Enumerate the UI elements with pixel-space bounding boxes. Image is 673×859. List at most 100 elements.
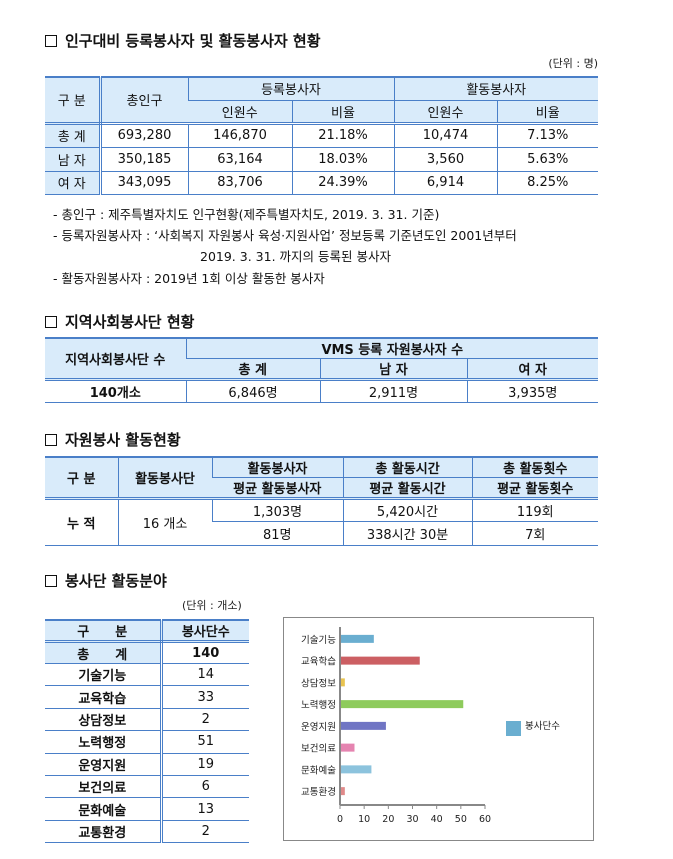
cell: 18.03% <box>291 147 394 172</box>
title-text: 봉사단 활동분야 <box>65 572 167 590</box>
table-row: 보건의료 6 <box>45 775 249 799</box>
table-row: 교육학습 33 <box>45 685 249 709</box>
row-label: 총 계 <box>45 641 163 664</box>
section-title-population: 인구대비 등록봉사자 및 활동봉사자 현황 <box>45 30 321 51</box>
table-row: 기술기능 14 <box>45 663 249 687</box>
category-label: 문화예술 <box>301 765 336 776</box>
table-row-total: 총 계 140 <box>45 641 249 664</box>
note: - 총인구 : 제주특별자치도 인구현황(제주특별자치도, 2019. 3. 3… <box>53 207 440 222</box>
header-volunteers: 활동봉사자 <box>211 456 343 478</box>
section-title-activity: 자원봉사 활동현황 <box>45 429 181 450</box>
row-label: 교육학습 <box>45 685 163 709</box>
bar-교통환경 <box>340 787 345 796</box>
row-label: 보건의료 <box>45 775 163 799</box>
checkbox-square-icon <box>45 433 57 446</box>
cell: 51 <box>160 730 249 754</box>
header-count: 인원수 <box>393 100 497 125</box>
cell: 3,560 <box>393 147 497 172</box>
cell: 7회 <box>471 521 598 546</box>
checkbox-square-icon <box>45 574 57 587</box>
header-gubun: 구 분 <box>45 76 102 125</box>
cell: 83,706 <box>187 171 292 195</box>
cell: 6 <box>160 775 249 799</box>
table-row: 교통환경 2 <box>45 820 249 844</box>
bar-상담정보 <box>340 678 345 687</box>
row-label: 누 적 <box>45 498 118 546</box>
header-hours: 총 활동시간 <box>342 456 472 478</box>
cell: 63,164 <box>187 147 292 172</box>
title-text: 자원봉사 활동현황 <box>65 431 181 449</box>
bar-교육학습 <box>340 656 420 665</box>
unit-label: (단위 : 개소) <box>182 599 242 612</box>
category-label: 기술기능 <box>301 635 336 646</box>
table-row: 운영지원 19 <box>45 753 249 776</box>
header-avg-times: 평균 활동횟수 <box>471 477 598 500</box>
table-row: 누 적 16 개소 1,303명 5,420시간 119회 <box>45 498 598 546</box>
cell: 338시간 30분 <box>342 521 472 546</box>
table-row: 140개소 6,846명 2,911명 3,935명 <box>45 379 598 403</box>
cell: 10,474 <box>393 123 497 148</box>
table-row: 남 자 350,185 63,164 18.03% 3,560 5.63% <box>45 147 598 172</box>
header-vms: VMS 등록 자원봉사자 수 <box>185 337 598 359</box>
section-title-community: 지역사회봉사단 현황 <box>45 311 194 332</box>
cell: 21.18% <box>291 123 394 148</box>
x-tick-label: 20 <box>382 814 394 825</box>
x-tick-label: 0 <box>337 814 343 825</box>
cell: 343,095 <box>99 171 188 195</box>
section-title-fields: 봉사단 활동분야 <box>45 570 167 591</box>
table-row: 노력행정 51 <box>45 730 249 754</box>
header-count: 봉사단수 <box>160 619 249 643</box>
header-female: 여 자 <box>466 358 598 381</box>
cell: 140 <box>160 641 249 664</box>
category-label: 교육학습 <box>301 657 336 668</box>
cell: 24.39% <box>291 171 394 195</box>
note: - 등록자원봉사자 : ‘사회복지 자원봉사 육성·지원사업’ 정보등록 기준년… <box>53 228 517 243</box>
activity-table: 구 분 활동봉사단 활동봉사자 총 활동시간 총 활동횟수 평균 활동봉사자 평균 활동시… <box>45 456 598 546</box>
category-label: 교통환경 <box>301 786 336 798</box>
bar-기술기능 <box>340 634 374 643</box>
x-tick-label: 10 <box>358 814 370 825</box>
cell: 5.63% <box>496 147 598 172</box>
legend-swatch <box>506 721 521 736</box>
row-label: 여 자 <box>45 171 102 195</box>
cell: 14 <box>160 663 249 687</box>
row-label: 상담정보 <box>45 708 163 732</box>
header-times: 총 활동횟수 <box>471 456 598 478</box>
header-ratio: 비율 <box>496 100 598 125</box>
category-label: 운영지원 <box>301 722 336 733</box>
cell: 693,280 <box>99 123 188 148</box>
header-registered: 등록봉사자 <box>187 76 394 101</box>
cell: 2 <box>160 820 249 844</box>
cell: 1,303명 <box>211 498 343 522</box>
category-label: 노력행정 <box>301 699 336 711</box>
cell: 16 개소 <box>117 498 212 546</box>
cell: 6,914 <box>393 171 497 195</box>
row-label: 남 자 <box>45 147 102 172</box>
table-row: 상담정보 2 <box>45 708 249 732</box>
header-count: 인원수 <box>188 100 292 125</box>
cell: 146,870 <box>187 123 292 148</box>
header-male: 남 자 <box>319 358 467 381</box>
checkbox-square-icon <box>45 34 57 47</box>
fields-table: 구 분 봉사단수 총 계 140 기술기능 14 교육학습 33 상담정보 2 노력행정 51 운영… <box>45 619 249 844</box>
note: - 활동자원봉사자 : 2019년 1회 이상 활동한 봉사자 <box>53 271 325 286</box>
cell: 140개소 <box>45 379 186 403</box>
cell: 5,420시간 <box>342 498 472 522</box>
bar-문화예술 <box>340 765 372 774</box>
x-tick-label: 30 <box>406 814 418 825</box>
cell: 8.25% <box>496 171 598 195</box>
table-row: 81명 338시간 30분 7회 <box>45 521 598 546</box>
row-label: 교통환경 <box>45 820 163 844</box>
cell: 13 <box>160 797 249 821</box>
header-active: 활동봉사자 <box>393 76 598 101</box>
cell: 350,185 <box>99 147 188 172</box>
row-label: 운영지원 <box>45 753 163 776</box>
cell: 19 <box>160 753 249 776</box>
cell: 6,846명 <box>185 379 320 403</box>
header-total: 총 계 <box>186 358 320 381</box>
bar-노력행정 <box>340 700 464 709</box>
header-population: 총인구 <box>99 76 188 125</box>
category-label: 보건의료 <box>301 744 336 755</box>
